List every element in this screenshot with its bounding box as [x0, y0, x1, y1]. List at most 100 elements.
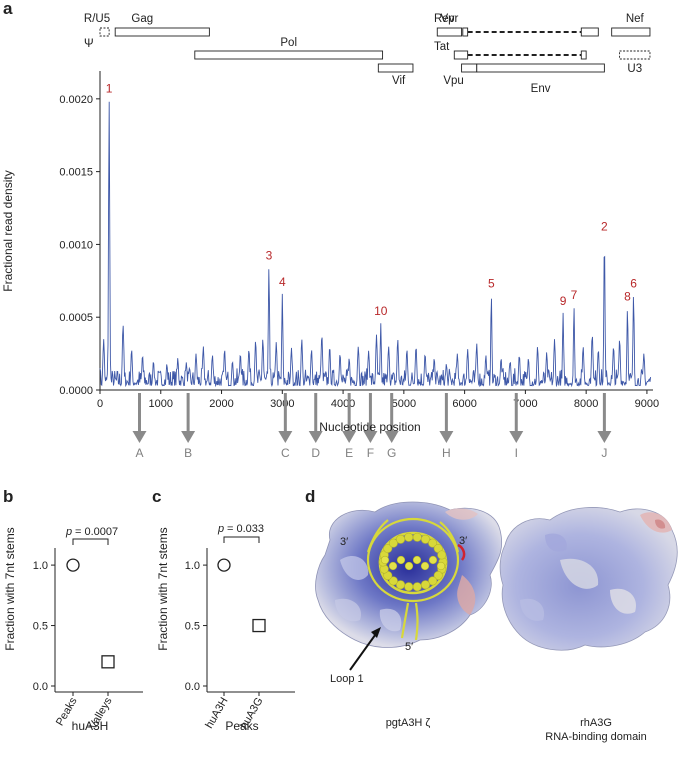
- region-arrowhead: [278, 431, 293, 443]
- rna-base-bead: [420, 580, 430, 590]
- y-tick-label: 0.0000: [59, 385, 93, 397]
- peak-label: 6: [630, 276, 637, 290]
- gene-label: Nef: [626, 13, 645, 25]
- gene-label: R/U5: [84, 13, 110, 25]
- rna-base-bead: [412, 532, 422, 542]
- rna-base-bead: [412, 555, 422, 565]
- rev-label: Rev: [434, 13, 455, 25]
- region-arrow-label: H: [442, 446, 451, 460]
- loop1-label: Loop 1: [330, 673, 364, 685]
- psi-label: Ψ: [84, 38, 94, 50]
- x-axis-title: Nucleotide position: [319, 420, 420, 434]
- region-arrowhead: [384, 431, 399, 443]
- y-tick-label: 0.0: [33, 681, 48, 693]
- gene-box: [476, 63, 605, 73]
- peak-label: 5: [488, 276, 495, 290]
- rna-base-bead: [383, 543, 393, 553]
- gene-box: [194, 50, 384, 60]
- peak-label: 10: [374, 304, 388, 318]
- rna-base-bead: [388, 561, 398, 571]
- peak-label: 4: [279, 275, 286, 289]
- rna-base-bead: [396, 555, 406, 565]
- rna-base-bead: [428, 538, 438, 548]
- rna-base-bead: [428, 576, 438, 586]
- peak-label: 2: [601, 220, 608, 234]
- data-point-square: [101, 655, 115, 669]
- region-arrow-label: E: [345, 446, 353, 460]
- region-arrow-label: G: [387, 446, 396, 460]
- panel-b-p-symbol: p: [65, 526, 72, 538]
- panel-c-p-symbol: p: [217, 523, 224, 535]
- left-structure-caption: pgtA3H ζ: [386, 717, 431, 729]
- gene-label: Vif: [392, 75, 406, 87]
- region-arrow-label: F: [367, 446, 374, 460]
- peak-label: 9: [560, 294, 567, 308]
- gene-label: U3: [627, 63, 642, 75]
- y-tick-label: 0.5: [185, 621, 200, 633]
- region-arrow-label: J: [601, 446, 607, 460]
- y-ticks: 0.0000 0.0005 0.0010 0.0015 0.0020: [59, 94, 100, 397]
- y-tick-label: 0.0020: [59, 94, 93, 106]
- rna-base-bead: [420, 534, 430, 544]
- x-tick-label: 1000: [149, 398, 173, 410]
- rna-base-bead: [433, 571, 443, 581]
- rna-base-bead: [404, 532, 414, 542]
- x-tick-label: 6000: [452, 398, 476, 410]
- spliced-exon: [462, 27, 469, 37]
- data-point-circle: [217, 558, 231, 572]
- gene-box: [436, 27, 463, 37]
- rna-base-bead: [404, 582, 414, 592]
- read-density-series: [99, 101, 652, 388]
- genome-map: R/U5 Gag Vpr Nef Pol Vif Vpu Env U3: [84, 13, 651, 95]
- rna-bases: [378, 532, 448, 592]
- rna-base-bead: [436, 561, 446, 571]
- peak-label: 3: [266, 249, 273, 263]
- panel-c-group-label: Peaks: [225, 719, 258, 733]
- spliced-exon: [580, 50, 587, 60]
- panel-b-group-label: huA3H: [72, 719, 109, 733]
- region-arrow-label: D: [311, 446, 320, 460]
- gene-box: [114, 27, 210, 37]
- region-arrowhead: [132, 431, 147, 443]
- region-arrowhead: [597, 431, 612, 443]
- x-tick-label: 9000: [635, 398, 659, 410]
- panel-d-letter: d: [305, 487, 315, 506]
- x-tick-label: 8000: [574, 398, 598, 410]
- x-tick-label: 2000: [209, 398, 233, 410]
- rna-base-bead: [428, 555, 438, 565]
- peak-label: 7: [571, 288, 578, 302]
- region-arrow-label: C: [281, 446, 290, 460]
- x-tick-label: 3000: [270, 398, 294, 410]
- region-arrow-label: I: [515, 446, 518, 460]
- y-tick-label: 0.0005: [59, 312, 93, 324]
- gene-label: Vpu: [443, 75, 463, 87]
- region-arrowhead: [439, 431, 454, 443]
- gene-box: [377, 63, 414, 73]
- rna-base-bead: [404, 561, 414, 571]
- rna-base-bead: [412, 582, 422, 592]
- x-tick-label: 5000: [392, 398, 416, 410]
- gene-label: Vpr: [440, 13, 458, 25]
- y-tick-label: 0.0: [185, 681, 200, 693]
- panel-c-bracket: [223, 536, 260, 543]
- pgtA3H-surface: [315, 501, 503, 648]
- region-arrowhead: [509, 431, 524, 443]
- region-arrowhead: [181, 431, 196, 443]
- y-tick-label: 1.0: [33, 560, 48, 572]
- panel-a-letter: a: [3, 0, 13, 18]
- y-tick-label: 0.5: [33, 621, 48, 633]
- rna-base-bead: [380, 555, 390, 565]
- panel-b-bracket: [72, 538, 109, 545]
- panel-b-p-text: = 0.0007: [75, 526, 118, 538]
- rna-end-3prime-left: 3′: [340, 536, 348, 548]
- x-tick-label: 0: [97, 398, 103, 410]
- y-tick-label: 1.0: [185, 560, 200, 572]
- gene-label: Env: [531, 83, 551, 95]
- panel-b-letter: b: [3, 487, 13, 506]
- y-tick-label: 0.0015: [59, 167, 93, 179]
- region-arrowhead: [308, 431, 323, 443]
- rna-base-bead: [437, 550, 447, 560]
- rhA3G-surface: [499, 507, 678, 651]
- gene-box: [611, 27, 651, 37]
